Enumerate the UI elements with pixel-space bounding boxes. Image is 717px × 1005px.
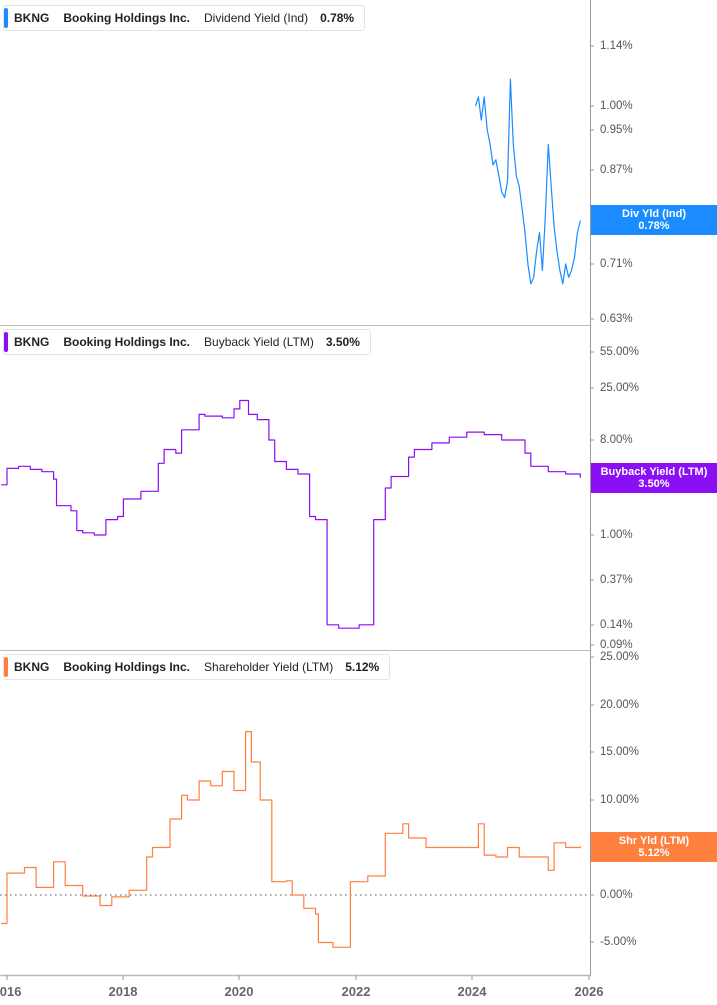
legend-metric: Dividend Yield (Ind) bbox=[204, 11, 309, 25]
y-tick-label: 0.00% bbox=[600, 889, 633, 901]
legend-ticker: BKNG bbox=[14, 11, 50, 25]
legend-ticker: BKNG bbox=[14, 335, 50, 349]
x-tick-label: 2026 bbox=[574, 984, 604, 999]
y-tick-label: 25.00% bbox=[600, 651, 640, 663]
legend-value: 5.12% bbox=[345, 660, 380, 674]
y-tick-label: 0.14% bbox=[600, 619, 633, 631]
legend-company: Booking Holdings Inc. bbox=[63, 660, 191, 674]
x-tick-label: 2024 bbox=[457, 984, 487, 999]
series-color-swatch bbox=[4, 657, 8, 677]
legend-value: 0.78% bbox=[320, 11, 355, 25]
tag-label: Shr Yld (LTM) bbox=[618, 835, 690, 847]
tag-value: 0.78% bbox=[638, 220, 670, 232]
buyback-value-tag: Buyback Yield (LTM) 3.50% bbox=[591, 463, 717, 493]
x-tick-label: 2022 bbox=[341, 984, 371, 999]
dividend-yield-line bbox=[474, 78, 581, 285]
x-tick-label: 2020 bbox=[224, 984, 254, 999]
y-tick-label: 25.00% bbox=[600, 382, 640, 394]
dividend-value-tag: Div Yld (Ind) 0.78% bbox=[591, 205, 717, 235]
shareholder-yield-line bbox=[1, 730, 581, 948]
y-tick-label: 15.00% bbox=[600, 746, 640, 758]
legend-dividend[interactable]: BKNG Booking Holdings Inc. Dividend Yiel… bbox=[3, 5, 366, 31]
series-color-swatch bbox=[4, 332, 8, 352]
y-tick-label: 1.00% bbox=[600, 529, 633, 541]
y-tick-label: 10.00% bbox=[600, 794, 640, 806]
tag-value: 5.12% bbox=[638, 847, 670, 859]
x-tick-label: 2016 bbox=[0, 984, 22, 999]
y-tick-label: 1.00% bbox=[600, 100, 633, 112]
series-color-swatch bbox=[4, 8, 8, 28]
y-tick-label: 8.00% bbox=[600, 434, 633, 446]
legend-value: 3.50% bbox=[325, 335, 360, 349]
tag-value: 3.50% bbox=[638, 478, 670, 490]
legend-shareholder[interactable]: BKNG Booking Holdings Inc. Shareholder Y… bbox=[3, 654, 391, 680]
y-tick-label: 0.09% bbox=[600, 639, 633, 651]
y-tick-label: 0.95% bbox=[600, 124, 633, 136]
y-tick-label: 0.87% bbox=[600, 164, 633, 176]
legend-metric: Shareholder Yield (LTM) bbox=[204, 660, 334, 674]
legend-metric: Buyback Yield (LTM) bbox=[204, 335, 314, 349]
tag-label: Div Yld (Ind) bbox=[622, 208, 686, 220]
y-tick-label: 0.37% bbox=[600, 574, 633, 586]
y-tick-label: 20.00% bbox=[600, 699, 640, 711]
shareholder-value-tag: Shr Yld (LTM) 5.12% bbox=[591, 832, 717, 862]
legend-company: Booking Holdings Inc. bbox=[63, 335, 191, 349]
buyback-yield-line bbox=[1, 399, 581, 629]
legend-ticker: BKNG bbox=[14, 660, 50, 674]
y-tick-label: 0.63% bbox=[600, 313, 633, 325]
tag-label: Buyback Yield (LTM) bbox=[600, 466, 708, 478]
x-tick-label: 2018 bbox=[108, 984, 138, 999]
legend-buyback[interactable]: BKNG Booking Holdings Inc. Buyback Yield… bbox=[3, 329, 371, 355]
y-tick-label: 0.71% bbox=[600, 258, 633, 270]
y-tick-label: 1.14% bbox=[600, 40, 633, 52]
y-tick-label: 55.00% bbox=[600, 346, 640, 358]
legend-company: Booking Holdings Inc. bbox=[63, 11, 191, 25]
y-tick-label: -5.00% bbox=[600, 936, 637, 948]
